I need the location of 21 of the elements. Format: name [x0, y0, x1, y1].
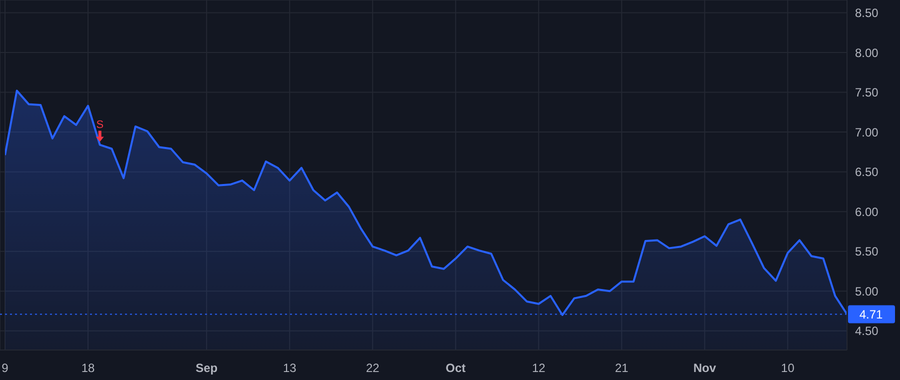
x-tick-label: 13	[282, 361, 297, 375]
x-tick-label: Oct	[446, 361, 466, 375]
x-tick-label: 12	[532, 361, 546, 375]
x-tick-label: 9	[2, 361, 9, 375]
annotation: S	[96, 118, 104, 131]
y-tick-label: 5.00	[855, 284, 879, 298]
x-tick-label: Nov	[693, 361, 716, 375]
ref-line-label: 4.71	[859, 308, 883, 322]
y-tick-label: 7.00	[855, 125, 879, 140]
y-tick-label: 6.50	[855, 165, 879, 180]
x-tick-label: 18	[81, 361, 96, 375]
y-tick-label: 7.50	[855, 86, 879, 100]
x-tick-label: 22	[366, 361, 380, 375]
y-tick-label: 8.00	[855, 46, 879, 60]
y-tick-label: 8.50	[855, 6, 879, 20]
x-tick-label: Sep	[196, 361, 218, 375]
x-tick-label: 21	[614, 361, 629, 375]
x-tick-label: 10	[781, 361, 795, 375]
y-tick-label: 5.50	[855, 244, 879, 259]
y-tick-label: 6.00	[855, 204, 879, 219]
y-tick-label: 4.50	[855, 324, 879, 338]
